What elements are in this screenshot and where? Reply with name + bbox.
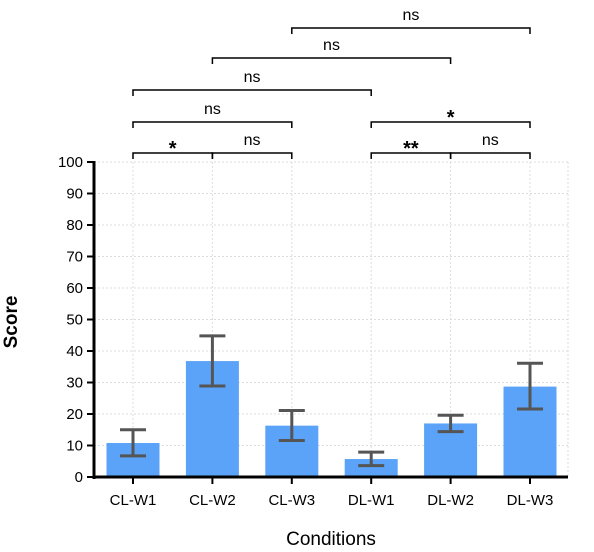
significance-bracket: ns xyxy=(449,132,531,159)
error-bar-dl-w1 xyxy=(358,450,385,468)
significance-label: ns xyxy=(204,101,221,118)
x-tick-label: CL-W3 xyxy=(268,492,315,509)
significance-brackets: * ns ** ns ns * ns ns ns xyxy=(132,7,531,160)
significance-bracket: ns xyxy=(211,37,452,64)
x-tick-label: DL-W2 xyxy=(427,492,474,509)
error-bar-cl-w1 xyxy=(120,428,146,458)
error-bar-cl-w2 xyxy=(199,334,226,388)
significance-label: ns xyxy=(244,69,261,86)
y-tick-label: 70 xyxy=(66,249,83,266)
significance-label: ** xyxy=(403,138,419,160)
bar-dl-w1 xyxy=(344,459,398,477)
y-tick-label: 10 xyxy=(66,438,83,455)
error-bar-cl-w3 xyxy=(278,409,305,442)
y-tick-label: 60 xyxy=(66,280,83,297)
significance-label: ns xyxy=(402,7,419,24)
y-tick-label: 100 xyxy=(58,154,83,171)
y-tick-label: 50 xyxy=(66,312,83,329)
bars xyxy=(106,361,557,477)
error-bars xyxy=(120,334,543,468)
significance-bracket: * xyxy=(370,107,531,129)
y-tick-label: 0 xyxy=(75,469,83,486)
y-axis-title: Score xyxy=(1,296,22,349)
significance-bracket: * xyxy=(132,138,214,160)
x-tick-label: DL-W3 xyxy=(507,492,554,509)
x-tick-label: CL-W1 xyxy=(110,492,157,509)
significance-label: ns xyxy=(244,132,261,149)
error-bar-dl-w3 xyxy=(517,361,543,411)
x-tick-label: DL-W1 xyxy=(348,492,395,509)
y-tick-label: 90 xyxy=(66,186,83,203)
significance-bracket: ns xyxy=(132,69,372,96)
significance-label: * xyxy=(447,107,455,129)
y-tick-label: 20 xyxy=(66,406,83,423)
grid xyxy=(94,161,569,477)
y-tick-label: 80 xyxy=(66,217,83,234)
x-tick-label: CL-W2 xyxy=(189,492,236,509)
significance-bracket: ns xyxy=(291,7,531,34)
significance-label: * xyxy=(169,138,177,160)
significance-bracket: ns xyxy=(132,101,293,128)
significance-bracket: ** xyxy=(370,138,452,160)
significance-bracket: ns xyxy=(211,132,293,159)
significance-label: ns xyxy=(323,37,340,54)
tick-labels: 0 10 20 30 40 50 60 70 80 90 100 CL-W1 CL-W2 CL-W3 DL-… xyxy=(58,154,553,509)
y-tick-label: 30 xyxy=(66,375,83,392)
error-bar-dl-w2 xyxy=(437,413,464,434)
significance-label: ns xyxy=(482,132,499,149)
x-axis-title: Conditions xyxy=(286,529,376,550)
y-tick-label: 40 xyxy=(66,343,83,360)
